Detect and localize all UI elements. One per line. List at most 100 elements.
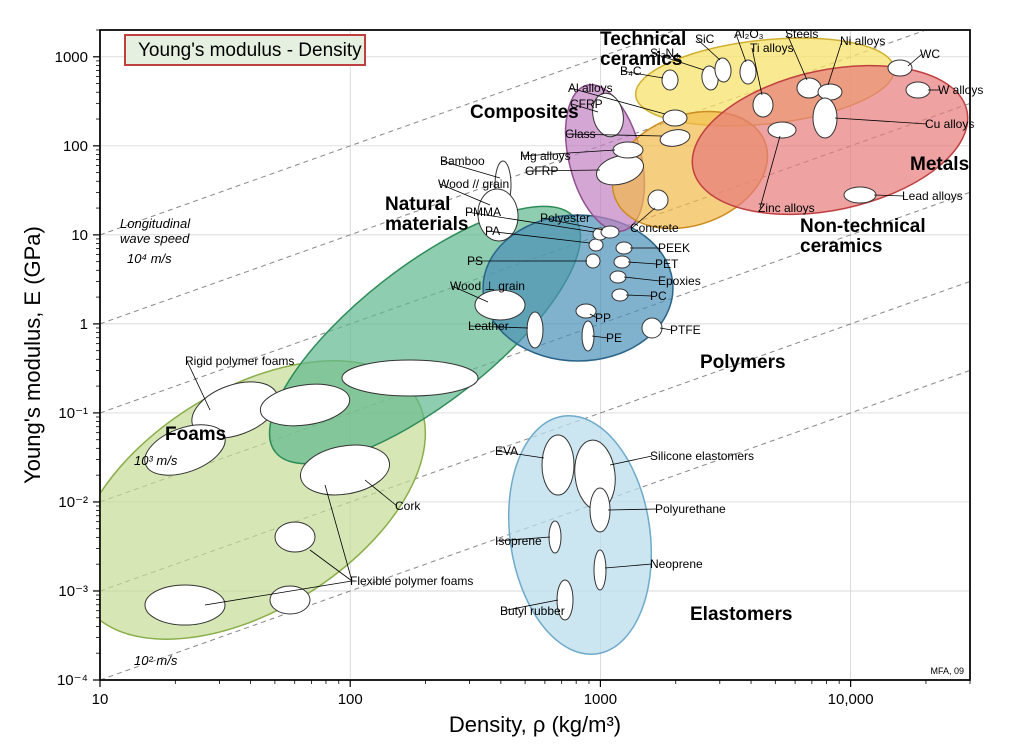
material-label: PC <box>650 289 667 303</box>
material-label: Glass <box>565 127 596 141</box>
material-bubble <box>589 239 603 251</box>
material-label: Mg alloys <box>520 149 571 163</box>
wave-speed-heading: Longitudinalwave speed <box>120 216 191 246</box>
material-label: Epoxies <box>658 274 701 288</box>
material-label: Cork <box>395 499 421 513</box>
x-tick-label: 1000 <box>584 691 617 708</box>
material-label: PE <box>606 331 622 345</box>
wave-speed-label: 10³ m/s <box>134 453 178 468</box>
y-tick-label: 10⁻⁴ <box>57 672 88 689</box>
material-bubble <box>768 122 796 138</box>
material-label: EVA <box>495 444 518 458</box>
material-label: Polyester <box>540 211 590 225</box>
family-label: Natural <box>385 194 450 215</box>
material-label: Neoprene <box>650 557 703 571</box>
material-bubble <box>549 521 561 553</box>
material-bubble <box>662 70 678 90</box>
y-tick-label: 10⁻² <box>58 494 88 511</box>
material-bubble <box>616 242 632 254</box>
material-label: Butyl rubber <box>500 604 565 618</box>
material-label: PTFE <box>670 323 701 337</box>
material-bubble <box>613 142 643 158</box>
x-tick-label: 10,000 <box>828 691 874 708</box>
family-label: ceramics <box>600 49 682 70</box>
material-label: SiC <box>695 32 715 46</box>
material-bubble <box>342 360 478 396</box>
material-label: Rigid polymer foams <box>185 354 294 368</box>
material-bubble <box>270 586 310 614</box>
y-tick-label: 10⁻³ <box>58 583 88 600</box>
material-bubble <box>601 226 619 238</box>
material-bubble <box>648 190 668 210</box>
material-label: Silicone elastomers <box>650 449 754 463</box>
material-bubble <box>590 488 610 532</box>
material-label: PET <box>655 257 679 271</box>
material-label: Lead alloys <box>902 189 963 203</box>
x-axis-label: Density, ρ (kg/m³) <box>449 712 621 737</box>
family-label: Foams <box>165 424 226 445</box>
material-label: Polyurethane <box>655 502 726 516</box>
family-label: Metals <box>910 154 969 175</box>
wave-speed-label: 10⁴ m/s <box>127 251 172 266</box>
material-label: PEEK <box>658 241 690 255</box>
family-label: Polymers <box>700 352 786 373</box>
family-label: Elastomers <box>690 604 792 625</box>
material-label: Al₂O₃ <box>734 27 764 41</box>
y-axis-label: Young's modulus, E (GPa) <box>20 226 45 484</box>
material-bubble <box>542 435 574 495</box>
material-bubble <box>610 271 626 283</box>
family-label: Composites <box>470 102 579 123</box>
material-bubble <box>475 290 525 320</box>
material-bubble <box>275 522 315 552</box>
material-bubble <box>663 110 687 126</box>
material-bubble <box>740 60 756 84</box>
family-label: Technical <box>600 29 686 50</box>
y-tick-label: 100 <box>63 138 88 155</box>
material-bubble <box>818 84 842 100</box>
y-tick-label: 1 <box>80 316 88 333</box>
material-label: W alloys <box>938 83 983 97</box>
material-label: Steels <box>785 27 818 41</box>
material-label: GFRP <box>525 164 558 178</box>
attribution: MFA, 09 <box>930 666 964 676</box>
ashby-chart: Rigid polymer foams Flexible polymer foam… <box>10 10 1014 744</box>
material-label: Ti alloys <box>750 41 794 55</box>
material-bubble <box>888 60 912 76</box>
material-bubble <box>586 254 600 268</box>
material-label: PA <box>485 224 500 238</box>
family-label: Non-technical <box>800 216 926 237</box>
material-bubble <box>813 98 837 138</box>
y-tick-label: 1000 <box>55 49 88 66</box>
material-bubble <box>614 256 630 268</box>
material-label: Wood // grain <box>438 177 509 191</box>
family-label: materials <box>385 214 468 235</box>
material-label: Bamboo <box>440 154 485 168</box>
material-bubble <box>612 289 628 301</box>
y-tick-label: 10⁻¹ <box>58 405 88 422</box>
material-label: PS <box>467 254 483 268</box>
material-bubble <box>145 585 225 625</box>
material-label: Cu alloys <box>925 117 974 131</box>
wave-speed-label: 10² m/s <box>134 653 178 668</box>
material-bubble <box>753 93 773 117</box>
material-bubble <box>906 82 930 98</box>
chart-svg: Rigid polymer foams Flexible polymer foam… <box>10 10 1014 744</box>
material-label: PMMA <box>465 205 501 219</box>
material-bubble <box>797 78 821 98</box>
y-tick-label: 10 <box>71 227 88 244</box>
material-label: Zinc alloys <box>758 201 815 215</box>
material-label: Ni alloys <box>840 34 885 48</box>
material-bubble <box>527 312 543 348</box>
material-bubble <box>844 187 876 203</box>
family-label: ceramics <box>800 236 882 257</box>
x-tick-label: 10 <box>92 691 109 708</box>
material-label: Al alloys <box>568 81 613 95</box>
material-label: Wood ⊥ grain <box>450 279 525 293</box>
material-label: Flexible polymer foams <box>350 574 473 588</box>
chart-title: Young's modulus - Density <box>138 40 362 61</box>
material-label: WC <box>920 47 940 61</box>
x-tick-label: 100 <box>338 691 363 708</box>
material-label: Concrete <box>630 221 679 235</box>
material-bubble <box>642 318 662 338</box>
material-bubble <box>594 550 606 590</box>
